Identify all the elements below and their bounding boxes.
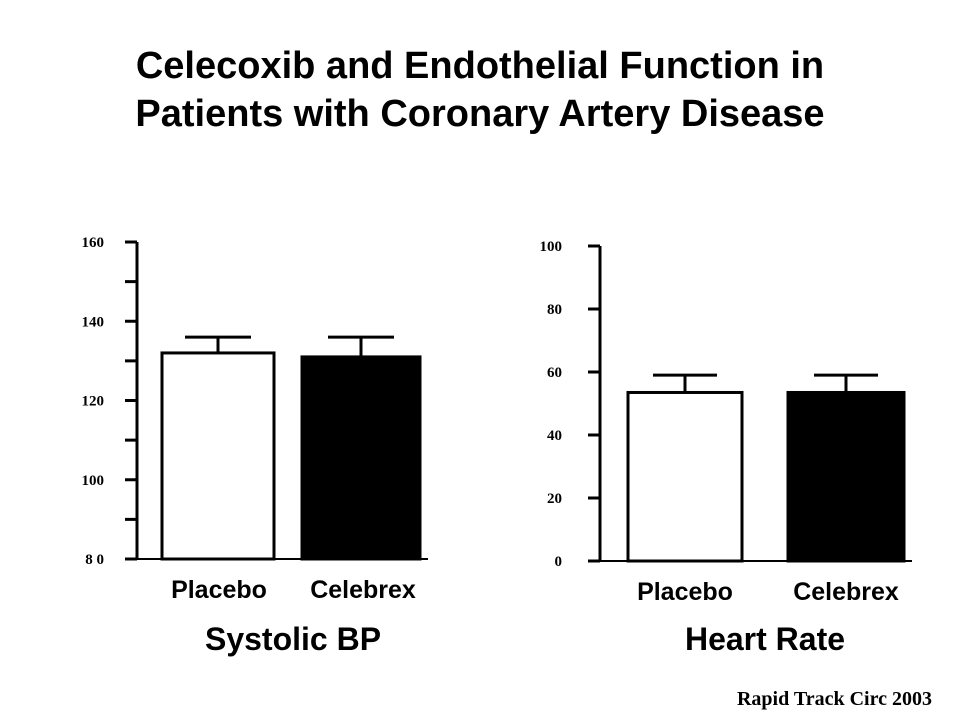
chart1-y-tick-label: 20 xyxy=(547,491,562,507)
chart1-bar-celebrex xyxy=(786,390,906,563)
chart0-category-label: Placebo xyxy=(171,576,267,604)
chart0-category-label: Celebrex xyxy=(310,576,416,604)
chart0-bar-placebo xyxy=(160,351,276,561)
chart0-y-tick-label: 120 xyxy=(82,394,105,410)
chart1-y-tick-label: 100 xyxy=(540,239,563,255)
page-title: Celecoxib and Endothelial Function in Pa… xyxy=(0,42,960,138)
chart0-bar-celebrex xyxy=(300,355,422,561)
chart1-category-label: Celebrex xyxy=(793,578,899,606)
chart0-y-tick-label: 140 xyxy=(82,314,105,330)
chart1-y-tick-label: 60 xyxy=(547,365,562,381)
chart0-y-tick-label: 8 0 xyxy=(85,552,104,568)
chart1-y-tick-label: 0 xyxy=(555,554,563,570)
page-title-line-1: Celecoxib and Endothelial Function in xyxy=(135,45,825,87)
chart0-y-tick-label: 100 xyxy=(82,473,105,489)
chart1-bar-placebo xyxy=(626,390,744,563)
chart1-y-tick-label: 40 xyxy=(547,428,562,444)
chart1-category-label: Placebo xyxy=(637,578,733,606)
chart0-title: Systolic BP xyxy=(205,621,381,657)
chart0-y-tick-label: 160 xyxy=(82,235,105,251)
chart1-title: Heart Rate xyxy=(685,621,845,657)
source-citation: Rapid Track Circ 2003 xyxy=(736,688,932,710)
chart1-y-tick-label: 80 xyxy=(547,302,562,318)
page-title-line-2: Patients with Coronary Artery Disease xyxy=(135,93,825,135)
